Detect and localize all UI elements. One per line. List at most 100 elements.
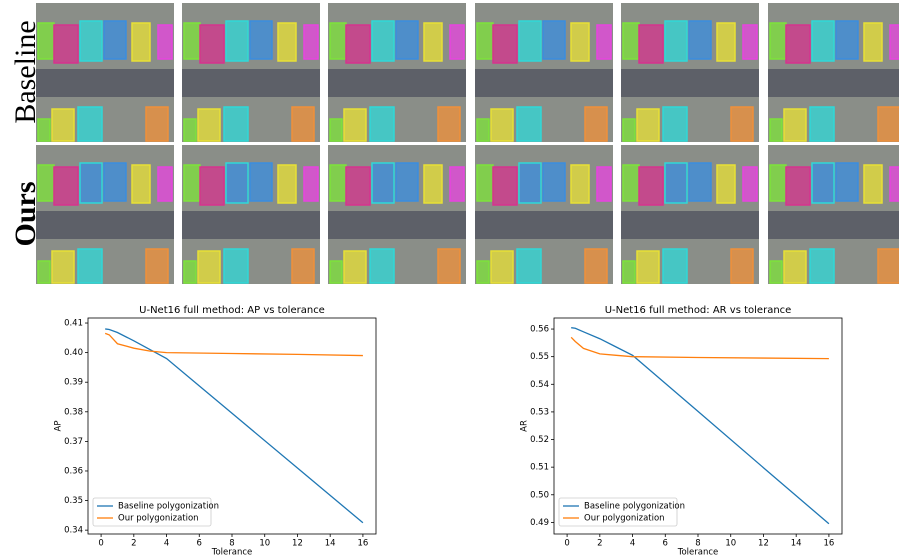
x-tick-label: 8 — [229, 539, 234, 549]
y-tick-label: 0.51 — [530, 463, 549, 473]
chart-title: U-Net16 full method: AP vs tolerance — [139, 305, 325, 316]
row-label: Ours — [9, 181, 42, 246]
y-tick-label: 0.34 — [64, 526, 83, 536]
building — [811, 20, 835, 62]
building — [596, 24, 612, 60]
building — [51, 250, 75, 284]
building — [37, 118, 51, 142]
building — [423, 164, 443, 204]
building — [183, 164, 201, 202]
building — [742, 24, 758, 60]
line-series — [105, 328, 364, 524]
building — [277, 22, 297, 62]
building — [584, 106, 608, 142]
building — [769, 260, 783, 284]
building — [79, 20, 103, 62]
building — [157, 24, 173, 60]
building — [863, 164, 883, 204]
building — [730, 248, 754, 284]
building — [877, 106, 899, 142]
building — [889, 24, 899, 60]
road — [328, 211, 466, 239]
building — [449, 166, 465, 202]
building — [77, 248, 103, 284]
x-tick-label: 0 — [98, 539, 103, 549]
building — [371, 20, 395, 62]
building — [584, 248, 608, 284]
building — [688, 20, 712, 60]
building — [183, 118, 197, 142]
building — [197, 108, 221, 142]
x-tick-label: 4 — [630, 539, 635, 549]
y-tick-label: 0.40 — [64, 348, 83, 358]
building — [223, 106, 249, 142]
building — [662, 248, 688, 284]
building — [345, 24, 371, 64]
line-series — [570, 336, 829, 360]
building — [476, 164, 494, 202]
building — [103, 162, 127, 202]
building — [371, 162, 395, 204]
x-axis-label: Tolerance — [211, 548, 253, 556]
building — [291, 248, 315, 284]
building — [51, 108, 75, 142]
building — [783, 108, 807, 142]
building — [664, 162, 688, 204]
building — [369, 106, 395, 142]
x-tick-label: 6 — [197, 539, 202, 549]
building — [769, 164, 787, 202]
building — [863, 22, 883, 62]
building — [769, 118, 783, 142]
x-tick-label: 2 — [597, 539, 602, 549]
x-tick-label: 12 — [758, 539, 769, 549]
y-axis-label: AR — [520, 420, 530, 432]
building — [492, 166, 518, 206]
building — [437, 106, 461, 142]
building — [53, 24, 79, 64]
y-tick-label: 0.53 — [530, 407, 549, 417]
building — [199, 24, 225, 64]
building — [303, 166, 319, 202]
building — [476, 118, 490, 142]
building — [542, 20, 566, 60]
building — [664, 20, 688, 62]
image-grid — [36, 3, 899, 284]
x-tick-label: 6 — [663, 539, 668, 549]
y-axis-label: AP — [54, 421, 64, 432]
y-tick-label: 0.54 — [530, 380, 549, 390]
building — [145, 106, 169, 142]
road — [768, 211, 899, 239]
road — [36, 69, 174, 97]
building — [622, 22, 640, 60]
y-tick-label: 0.38 — [64, 407, 83, 417]
building — [395, 20, 419, 60]
building — [877, 248, 899, 284]
building — [329, 260, 343, 284]
y-tick-label: 0.41 — [64, 319, 83, 329]
building — [131, 164, 151, 204]
building — [809, 106, 835, 142]
building — [225, 162, 249, 204]
y-tick-label: 0.49 — [530, 518, 549, 528]
y-tick-label: 0.36 — [64, 466, 83, 476]
road — [36, 211, 174, 239]
building — [490, 108, 514, 142]
building — [183, 22, 201, 60]
building — [79, 162, 103, 204]
building — [345, 166, 371, 206]
y-tick-label: 0.55 — [530, 352, 549, 362]
building — [811, 162, 835, 204]
building — [570, 164, 590, 204]
building — [157, 166, 173, 202]
legend-label: Our polygonization — [584, 514, 665, 524]
building — [303, 24, 319, 60]
building — [225, 20, 249, 62]
building — [742, 166, 758, 202]
y-tick-label: 0.39 — [64, 378, 83, 388]
building — [783, 250, 807, 284]
building — [638, 24, 664, 64]
building — [636, 108, 660, 142]
x-tick-label: 2 — [131, 539, 136, 549]
